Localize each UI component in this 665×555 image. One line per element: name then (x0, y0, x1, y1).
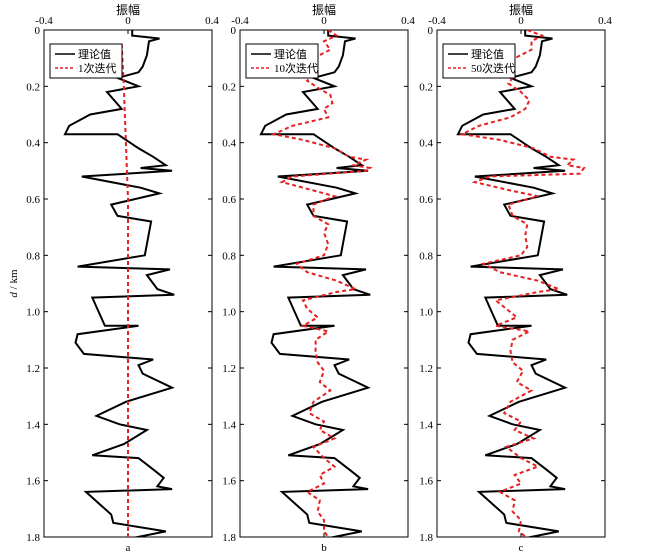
top-axis-label: 振幅 (509, 2, 533, 17)
y-tick-label: 0.4 (222, 138, 236, 150)
y-tick-label: 1.6 (222, 476, 236, 488)
y-tick-label: 1.4 (26, 419, 40, 431)
y-tick-label: 0.8 (419, 250, 433, 262)
legend-label: 1次迭代 (78, 61, 117, 75)
plot-frame (239, 29, 409, 538)
series-line-theory (259, 30, 371, 537)
panel-b: 振幅-0.4 0 0.400.20.40.60.81.01.21.41.61.8理论… (222, 2, 415, 554)
y-tick-label: 1.0 (222, 307, 236, 319)
legend-box (245, 43, 319, 79)
y-tick-label: 1.2 (222, 363, 236, 375)
y-tick-label: 0.4 (419, 138, 433, 150)
panel-c: 振幅-0.4 0 0.400.20.40.60.81.01.21.41.61.8理论… (419, 2, 612, 554)
y-tick-label: 1.0 (26, 307, 40, 319)
legend-box (49, 43, 123, 79)
series-line-theory (63, 30, 175, 537)
legend-box (442, 43, 516, 79)
y-tick-label: 1.4 (419, 419, 433, 431)
x-tick-label: 0 (321, 15, 327, 27)
x-tick-label: 0 (125, 15, 131, 27)
series-line-theory (456, 30, 568, 537)
y-tick-label: 0 (35, 25, 41, 37)
legend-label: 理论值 (471, 47, 504, 61)
panel-label: a (126, 542, 131, 554)
y-tick-label: 0.2 (419, 81, 433, 93)
legend-label: 50次迭代 (471, 61, 515, 75)
x-tick-label: -0.4 (428, 15, 446, 27)
top-axis-label: 振幅 (116, 2, 140, 17)
legend-label: 10次迭代 (274, 61, 318, 75)
y-tick-label: 1.6 (26, 476, 40, 488)
y-tick-label: 0 (231, 25, 237, 37)
legend-label: 理论值 (78, 47, 111, 61)
y-tick-label: 1.8 (419, 532, 433, 544)
plot-frame (436, 29, 606, 538)
y-tick-label: 1.8 (26, 532, 40, 544)
y-tick-label: 0 (428, 25, 434, 37)
y-tick-label: 1.4 (222, 419, 236, 431)
y-tick-label: 1.2 (26, 363, 40, 375)
panel-a: 振幅-0.4 0 0.400.20.40.60.81.01.21.41.61.8d … (8, 2, 219, 554)
y-axis-label: d / km (8, 269, 20, 298)
y-tick-label: 1.2 (419, 363, 433, 375)
x-tick-label: 0.4 (205, 15, 219, 27)
x-tick-label: 0.4 (401, 15, 415, 27)
y-tick-label: 0.2 (26, 81, 40, 93)
y-axis-label-unit: / km (8, 269, 20, 292)
y-tick-label: 1.8 (222, 532, 236, 544)
x-tick-label: 0.4 (598, 15, 612, 27)
y-tick-label: 0.8 (222, 250, 236, 262)
y-tick-label: 0.4 (26, 138, 40, 150)
y-tick-label: 0.6 (419, 194, 433, 206)
y-tick-label: 0.2 (222, 81, 236, 93)
y-tick-label: 1.0 (419, 307, 433, 319)
y-tick-label: 0.6 (222, 194, 236, 206)
panel-label: c (519, 542, 524, 554)
x-tick-label: 0 (518, 15, 524, 27)
y-tick-label: 0.6 (26, 194, 40, 206)
series-line-iteration (120, 44, 129, 537)
x-tick-label: -0.4 (231, 15, 249, 27)
x-tick-label: -0.4 (35, 15, 53, 27)
y-axis-label-symbol: d (8, 292, 20, 298)
top-axis-label: 振幅 (312, 2, 336, 17)
y-tick-label: 0.8 (26, 250, 40, 262)
panel-label: b (321, 542, 327, 554)
series-line-iteration (458, 30, 586, 537)
legend-label: 理论值 (274, 47, 307, 61)
y-tick-label: 1.6 (419, 476, 433, 488)
series-line-iteration (270, 30, 373, 537)
